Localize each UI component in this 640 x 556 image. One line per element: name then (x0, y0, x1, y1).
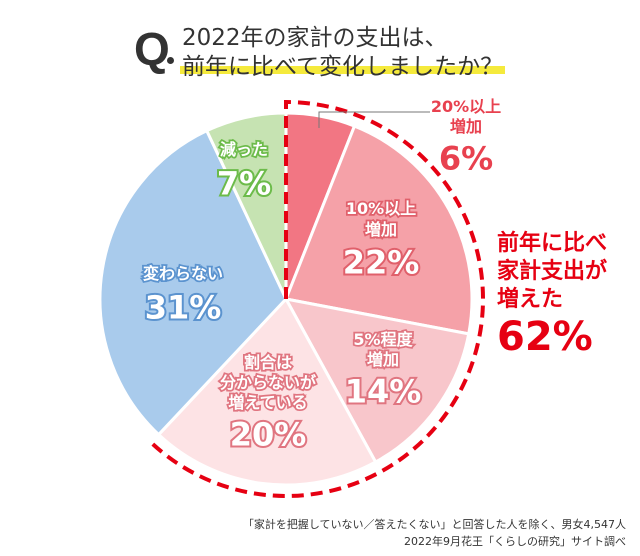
slice-value: 20% (230, 416, 307, 454)
slice-value: 14% (345, 373, 422, 411)
q-mark: Q (134, 23, 170, 75)
slice-value: 22% (343, 244, 420, 282)
slice-value: 31% (145, 289, 222, 327)
slice-value: 6% (439, 140, 493, 178)
chart-title: Q 2022年の家計の支出は、 前年に比べて変化しましたか？ (0, 0, 640, 90)
pie-slice (98, 128, 288, 437)
pie-slice (156, 296, 378, 487)
slice-value: 7% (217, 165, 271, 203)
title-line-2: 前年に比べて変化しましたか？ (182, 54, 504, 80)
slice-label: 5%程度 (353, 330, 413, 349)
annotation-value: 62% (497, 314, 593, 360)
pie-slice (283, 296, 471, 465)
title-line-1: 2022年の家計の支出は、 (182, 25, 448, 51)
slice-label: 割合は (244, 353, 292, 372)
annotation-line: 家計支出が (497, 258, 607, 284)
title-highlight (180, 66, 505, 74)
pie-slice (204, 111, 288, 300)
source: 2022年9月花王「くらしの研究」サイト調べ (404, 535, 626, 548)
slice-label: 分からないが (220, 373, 316, 392)
q-dot (167, 57, 174, 64)
slice-label: 20%以上 (431, 97, 501, 116)
slice-label: 増加 (367, 350, 399, 369)
annotation-line: 増えた (497, 286, 563, 312)
slice-label: 増加 (450, 117, 482, 136)
pie-slice (283, 124, 474, 336)
leader-line (318, 111, 430, 128)
slice-label: 減った (220, 140, 268, 159)
slice-label: 増えている (228, 393, 307, 412)
slice-label: 10%以上 (346, 199, 416, 218)
slice-label: 変わらない (143, 264, 223, 283)
slice-label: 増加 (365, 220, 397, 239)
increase-group-outline (149, 99, 485, 498)
annotation-line: 前年に比べ (497, 230, 607, 256)
footnote: 「家計を把握していない／答えたくない」と回答した人を除く、男女4,547人 (242, 518, 626, 531)
